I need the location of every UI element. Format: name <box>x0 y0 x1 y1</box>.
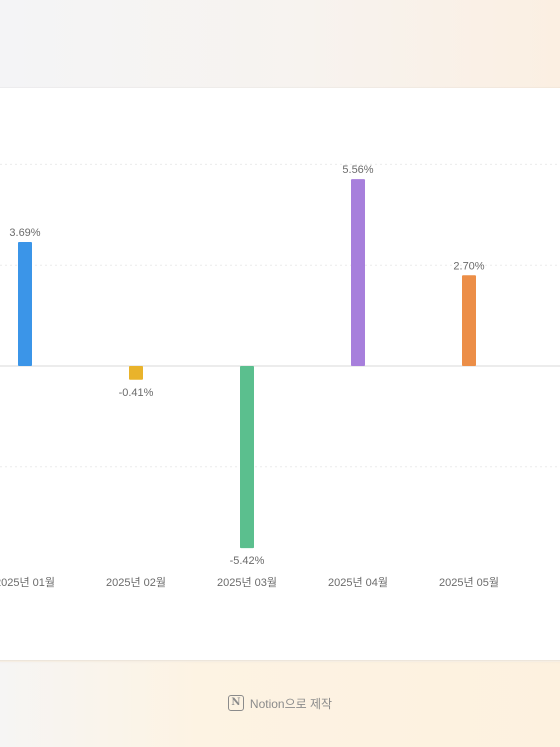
footer-label: Notion으로 제작 <box>249 696 333 711</box>
notion-logo-icon: N <box>227 695 244 711</box>
background-bottom <box>0 662 560 747</box>
bars <box>18 179 476 549</box>
x-tick-label: 2025년 05월 <box>439 576 499 589</box>
bar[interactable] <box>18 242 32 366</box>
footer[interactable]: N Notion으로 제작 <box>0 694 560 712</box>
value-label: 5.56% <box>342 164 373 176</box>
bar[interactable] <box>129 366 143 380</box>
value-label: 2.70% <box>453 260 484 272</box>
x-tick-label: 2025년 03월 <box>217 576 277 589</box>
x-tick-label: 2025년 01월 <box>0 576 55 589</box>
value-labels: 3.69% -0.41% -5.42% 5.56% 2.70% <box>9 164 484 567</box>
x-tick-label: 2025년 02월 <box>106 576 166 589</box>
bar[interactable] <box>351 179 365 366</box>
x-tick-label: 2025년 04월 <box>328 576 388 589</box>
value-label: -0.41% <box>119 387 154 399</box>
value-label: 3.69% <box>9 227 40 239</box>
bar[interactable] <box>240 366 254 549</box>
background-top <box>0 0 560 90</box>
bar[interactable] <box>462 275 476 366</box>
x-tick-labels: 2025년 01월 2025년 02월 2025년 03월 2025년 04월 2025… <box>0 576 499 589</box>
value-label: -5.42% <box>230 555 265 567</box>
chart-card <box>0 88 560 660</box>
